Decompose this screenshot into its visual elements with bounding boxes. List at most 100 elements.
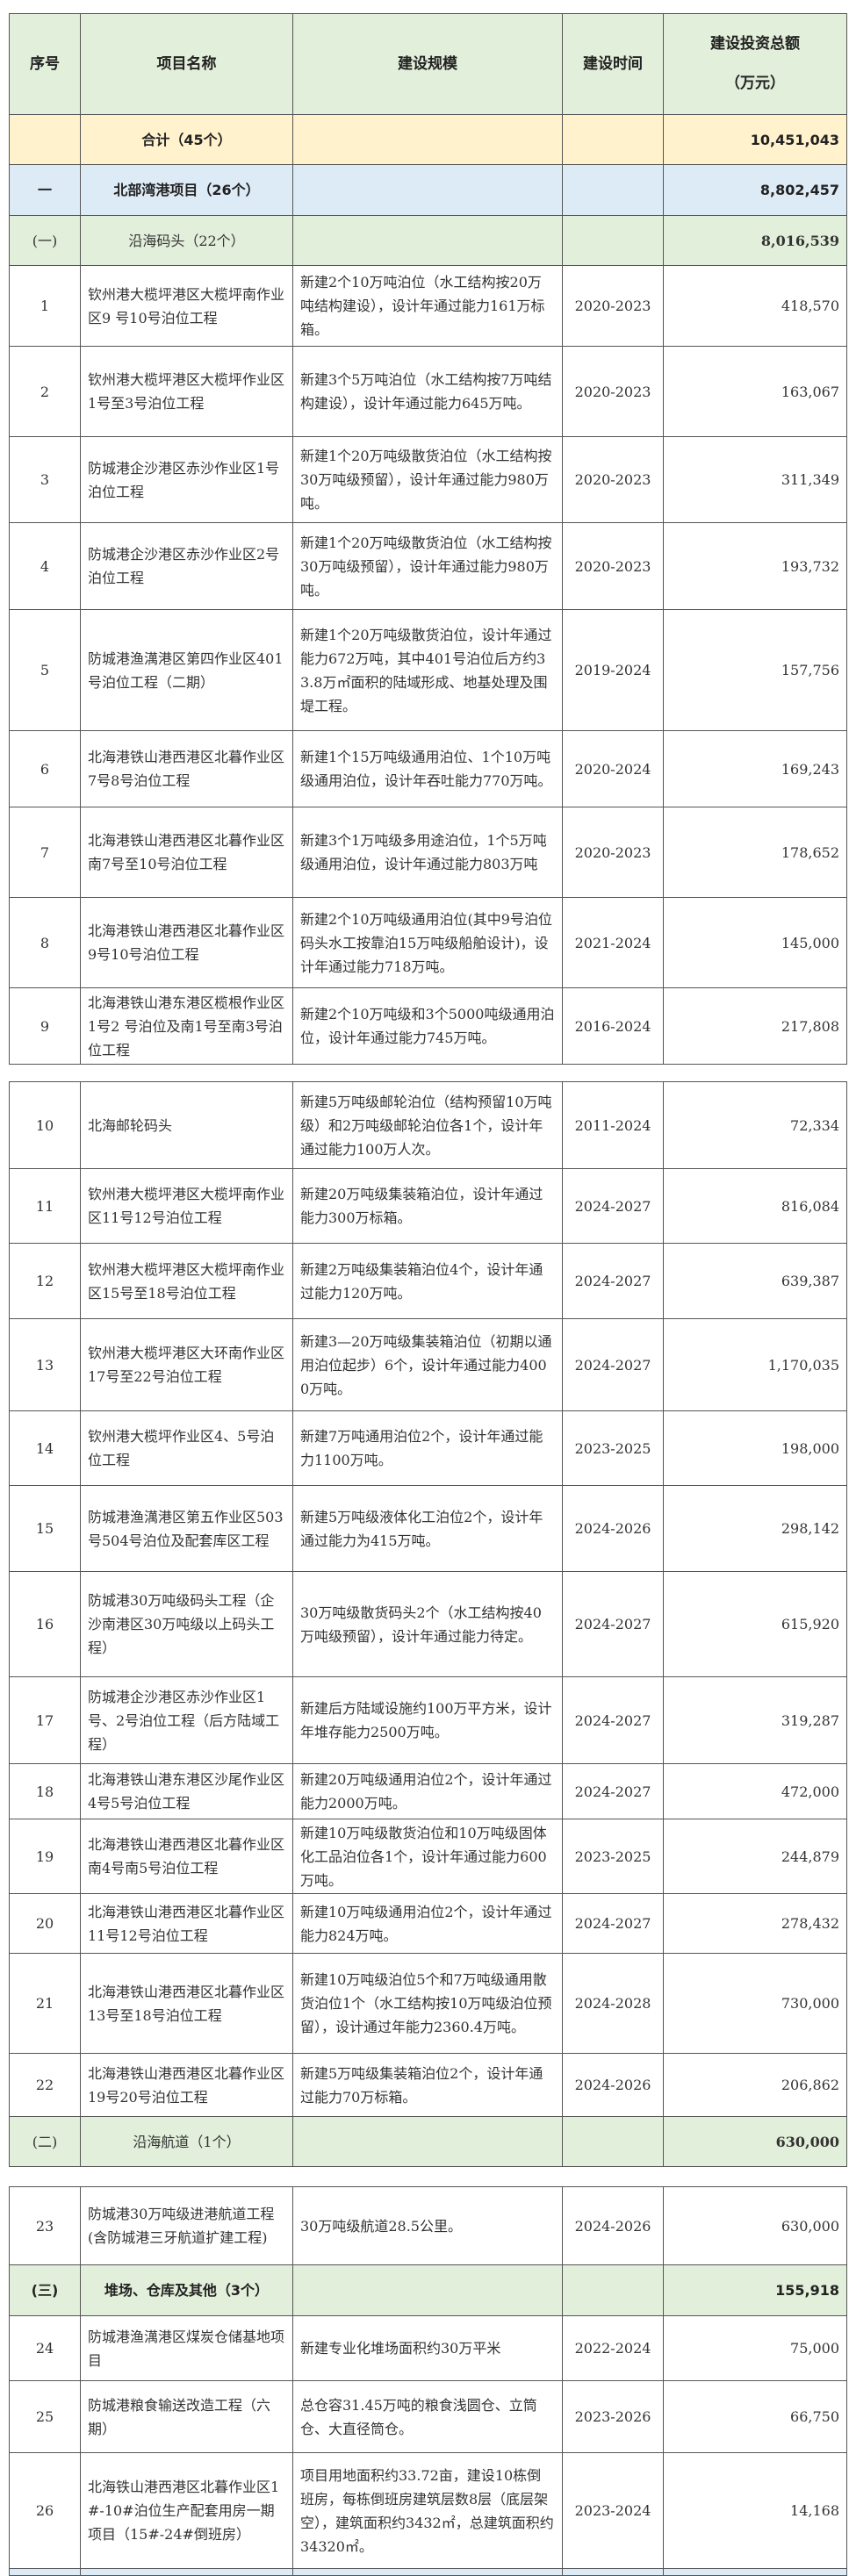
table-row: 7 北海港铁山港西港区北暮作业区南7号至10号泊位工程 新建3个1万吨级多用途泊位，… bbox=[9, 807, 847, 898]
cell-seq: 25 bbox=[9, 2380, 81, 2453]
cell-scale: 新建2个10万吨级和3个5000吨级通用泊位，设计年通过能力745万吨。 bbox=[292, 987, 563, 1065]
cell-name: 北海铁山港西港区北暮作业区1#-10#泊位生产配套用房一期项目（15#-24#倒… bbox=[80, 2452, 293, 2569]
cell-invest: 730,000 bbox=[663, 1953, 847, 2054]
cell-scale: 新建5万吨级液体化工泊位2个，设计年通过能力为415万吨。 bbox=[292, 1485, 563, 1572]
cell-period: 2023-2025 bbox=[562, 1819, 664, 1894]
cell-scale: 新建专业化堆场面积约30万平米 bbox=[292, 2315, 563, 2381]
cell-scale: 项目用地面积约33.72亩，建设10栋倒班房，每栋倒班房建筑层数8层（底层架空）… bbox=[292, 2452, 563, 2569]
cell-invest: 169,243 bbox=[663, 730, 847, 807]
subsection-row: (三) 堆场、仓库及其他（3个） 155,918 bbox=[9, 2264, 847, 2316]
cell-invest: 157,756 bbox=[663, 609, 847, 731]
cell-invest: 217,808 bbox=[663, 987, 847, 1065]
cell-invest: 14,168 bbox=[663, 2452, 847, 2569]
cell-seq: (三) bbox=[9, 2264, 81, 2316]
cell-scale: 新建2个10万吨泊位（水工结构按20万吨结构建设），设计年通过能力161万标箱。 bbox=[292, 265, 563, 347]
cell-invest: 193,732 bbox=[663, 522, 847, 610]
cell-invest: 298,142 bbox=[663, 1485, 847, 1572]
table-row: 16 防城港30万吨级码头工程（企沙南港区30万吨级以上码头工程） 30万吨级散货码… bbox=[9, 1571, 847, 1677]
cell-invest: 1,170,035 bbox=[663, 1318, 847, 1411]
cell-name: 钦州港大榄坪港区大环南作业区17号至22号泊位工程 bbox=[80, 1318, 293, 1411]
table-row: 13 钦州港大榄坪港区大环南作业区17号至22号泊位工程 新建3—20万吨级集装箱泊… bbox=[9, 1318, 847, 1411]
cell-invest: 630,000 bbox=[663, 2186, 847, 2265]
table-row: 17 防城港企沙港区赤沙作业区1号、2号泊位工程（后方陆域工程） 新建后方陆域设施约… bbox=[9, 1676, 847, 1764]
cell-name: 北海港铁山港东港区榄根作业区1号2 号泊位及南1号至南3号泊位工程 bbox=[80, 987, 293, 1065]
cell-period: 2016-2024 bbox=[562, 987, 664, 1065]
cell-period: 2020-2023 bbox=[562, 265, 664, 347]
cell-scale: 新建20万吨级集装箱泊位，设计年通过能力300万标箱。 bbox=[292, 1168, 563, 1244]
cell-name: 钦州港大榄坪港区大榄坪南作业区15号至18号泊位工程 bbox=[80, 1243, 293, 1319]
cell-name: 防城港企沙港区赤沙作业区1号、2号泊位工程（后方陆域工程） bbox=[80, 1676, 293, 1764]
cell-name: 防城港30万吨级码头工程（企沙南港区30万吨级以上码头工程） bbox=[80, 1571, 293, 1677]
cell-name: 防城港渔澫港区第五作业区503号504号泊位及配套库区工程 bbox=[80, 1485, 293, 1572]
cell-period: 2020-2023 bbox=[562, 522, 664, 610]
table-row: 14 钦州港大榄坪作业区4、5号泊位工程 新建7万吨通用泊位2个，设计年通过能力11… bbox=[9, 1410, 847, 1486]
cell-period: 2020-2023 bbox=[562, 436, 664, 523]
cell-scale: 新建1个15万吨级通用泊位、1个10万吨级通用泊位，设计年吞吐能力770万吨。 bbox=[292, 730, 563, 807]
table-row: 3 防城港企沙港区赤沙作业区1号泊位工程 新建1个20万吨级散货泊位（水工结构按30… bbox=[9, 436, 847, 523]
section-row: 一北部湾港项目（26个） 8,802,457 bbox=[9, 164, 847, 216]
table-row: 15 防城港渔澫港区第五作业区503号504号泊位及配套库区工程 新建5万吨级液体化… bbox=[9, 1485, 847, 1572]
cell-period: 2020-2023 bbox=[562, 807, 664, 898]
cell-period: 2023-2025 bbox=[562, 1410, 664, 1486]
cell-name: 北海港铁山港西港区北暮作业区11号12号泊位工程 bbox=[80, 1893, 293, 1954]
cell-name: 钦州港大榄坪港区大榄坪南作业区11号12号泊位工程 bbox=[80, 1168, 293, 1244]
header-invest-title: 建设投资总额 bbox=[710, 35, 800, 53]
cell-name: 防城港渔澫港区煤炭仓储基地项目 bbox=[80, 2315, 293, 2381]
cell-period bbox=[562, 215, 664, 266]
cell-seq: 14 bbox=[9, 1410, 81, 1486]
header-invest-unit: （万元） bbox=[725, 75, 785, 92]
cell-invest: 244,879 bbox=[663, 1819, 847, 1894]
cell-scale bbox=[292, 215, 563, 266]
cell-invest: 178,652 bbox=[663, 807, 847, 898]
cell-seq: 18 bbox=[9, 1763, 81, 1819]
subsection-row: (二) 沿海航道（1个） 630,000 bbox=[9, 2116, 847, 2167]
table-row: 25 防城港粮食输送改造工程（六期） 总仓容31.45万吨的粮食浅圆仓、立筒仓、大直… bbox=[9, 2380, 847, 2453]
cell-seq: 23 bbox=[9, 2186, 81, 2265]
project-table-part-2: 10 北海邮轮码头 新建5万吨级邮轮泊位（结构预留10万吨级）和2万吨级邮轮泊位各1… bbox=[9, 1081, 847, 2167]
cell-period: 2023-2026 bbox=[562, 2380, 664, 2453]
cell-period: 2024-2027 bbox=[562, 1243, 664, 1319]
cell-name: 防城港粮食输送改造工程（六期） bbox=[80, 2380, 293, 2453]
header-scale: 建设规模 bbox=[292, 13, 563, 115]
cell-seq: 20 bbox=[9, 1893, 81, 1954]
table-row: 9 北海港铁山港东港区榄根作业区1号2 号泊位及南1号至南3号泊位工程 新建2个10… bbox=[9, 987, 847, 1065]
cell-period bbox=[562, 2116, 664, 2167]
cell-scale: 新建5万吨级邮轮泊位（结构预留10万吨级）和2万吨级邮轮泊位各1个，设计年通过能… bbox=[292, 1081, 563, 1169]
cell-period: 2024-2026 bbox=[562, 1485, 664, 1572]
cell-name: 钦州港大榄坪作业区4、5号泊位工程 bbox=[80, 1410, 293, 1486]
table-row: 2 钦州港大榄坪港区大榄坪作业区1号至3号泊位工程 新建3个5万吨泊位（水工结构按7… bbox=[9, 346, 847, 437]
header-invest: 建设投资总额 （万元） bbox=[663, 13, 847, 115]
header-seq: 序号 bbox=[9, 13, 81, 115]
table-header-row: 序号 项目名称 建设规模 建设时间 建设投资总额 （万元） bbox=[9, 13, 847, 115]
cell-name: 钦州港大榄坪港区大榄坪作业区1号至3号泊位工程 bbox=[80, 346, 293, 437]
cell-seq: 22 bbox=[9, 2053, 81, 2117]
cell-invest: 418,570 bbox=[663, 265, 847, 347]
cell-period: 2024-2027 bbox=[562, 1571, 664, 1677]
cell-period: 2011-2024 bbox=[562, 1081, 664, 1169]
cell-seq: (二) bbox=[9, 2116, 81, 2167]
cell-name: 防城港30万吨级进港航道工程(含防城港三牙航道扩建工程) bbox=[80, 2186, 293, 2265]
cell-invest: 472,000 bbox=[663, 1763, 847, 1819]
cell-name: 北海港铁山港西港区北暮作业区9号10号泊位工程 bbox=[80, 897, 293, 988]
cell-seq: 8 bbox=[9, 897, 81, 988]
cell-period bbox=[562, 114, 664, 165]
cell-name: 防城港企沙港区赤沙作业区2号泊位工程 bbox=[80, 522, 293, 610]
cell-seq bbox=[9, 114, 81, 165]
table-row: 12 钦州港大榄坪港区大榄坪南作业区15号至18号泊位工程 新建2万吨级集装箱泊位4… bbox=[9, 1243, 847, 1319]
cell-scale: 新建1个20万吨级散货泊位（水工结构按30万吨级预留），设计年通过能力980万吨… bbox=[292, 436, 563, 523]
cell-scale: 30万吨级航道28.5公里。 bbox=[292, 2186, 563, 2265]
cell-period: 2024-2027 bbox=[562, 1763, 664, 1819]
project-table-part-1: 序号 项目名称 建设规模 建设时间 建设投资总额 （万元） 合计（45个） 10,4… bbox=[9, 13, 847, 1065]
cell-seq: 6 bbox=[9, 730, 81, 807]
table-row: 21 北海港铁山港西港区北暮作业区13号至18号泊位工程 新建10万吨级泊位5个和7… bbox=[9, 1953, 847, 2054]
cell-seq: 10 bbox=[9, 1081, 81, 1169]
cell-scale bbox=[292, 114, 563, 165]
table-row: 22 北海港铁山港西港区北暮作业区19号20号泊位工程 新建5万吨级集装箱泊位2个，… bbox=[9, 2053, 847, 2117]
table-row: 24 防城港渔澫港区煤炭仓储基地项目 新建专业化堆场面积约30万平米 2022-202… bbox=[9, 2315, 847, 2381]
cell-invest: 816,084 bbox=[663, 1168, 847, 1244]
cell-invest: 8,016,539 bbox=[663, 215, 847, 266]
cell-scale: 新建7万吨通用泊位2个，设计年通过能力1100万吨。 bbox=[292, 1410, 563, 1486]
cell-period: 2022-2024 bbox=[562, 2315, 664, 2381]
subsection-row: (一) 沿海码头（22个） 8,016,539 bbox=[9, 215, 847, 266]
cell-period: 2020-2023 bbox=[562, 346, 664, 437]
